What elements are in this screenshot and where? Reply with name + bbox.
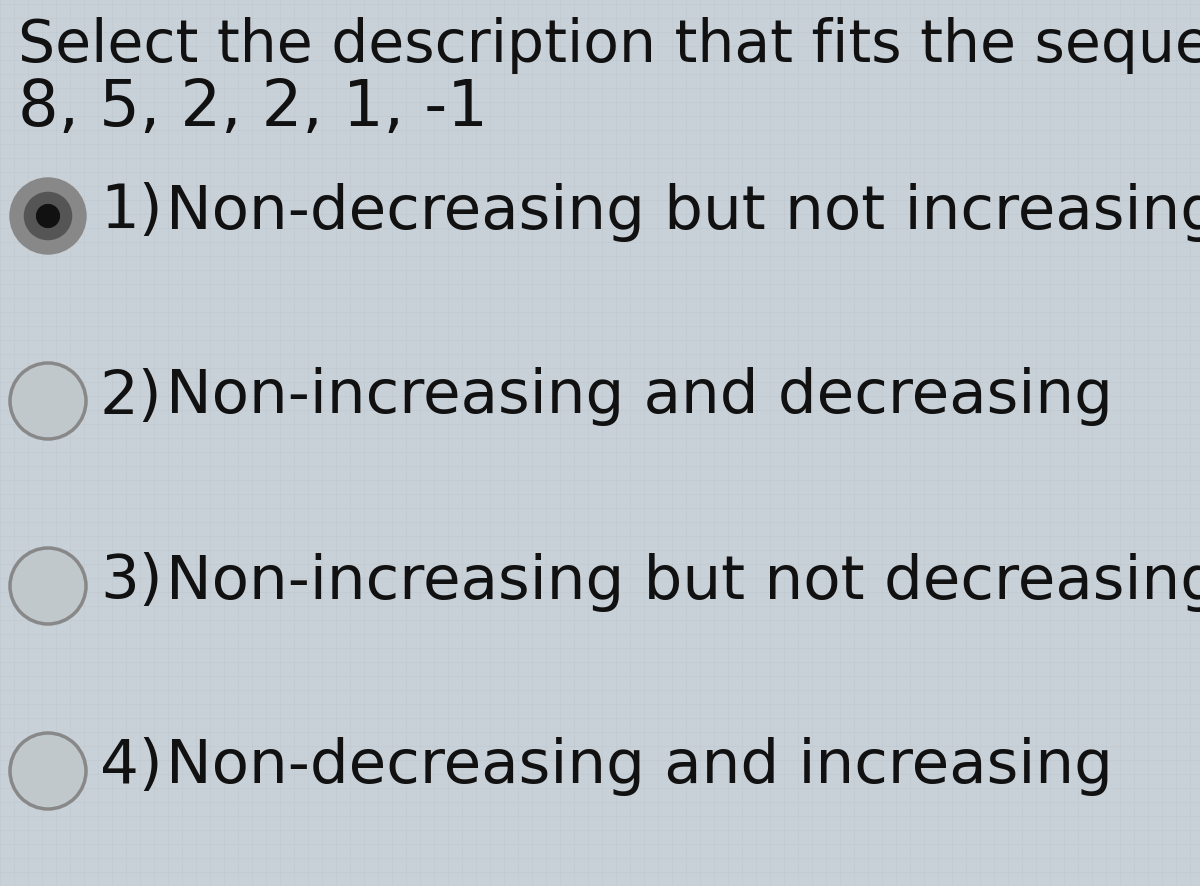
Text: 2): 2) <box>100 367 163 426</box>
Circle shape <box>10 179 86 254</box>
Text: 1): 1) <box>100 183 163 241</box>
Text: Non-increasing but not decreasing: Non-increasing but not decreasing <box>166 552 1200 610</box>
Text: Non-increasing and decreasing: Non-increasing and decreasing <box>166 367 1112 426</box>
Circle shape <box>10 548 86 625</box>
Text: 8, 5, 2, 2, 1, -1: 8, 5, 2, 2, 1, -1 <box>18 77 488 139</box>
Circle shape <box>10 363 86 439</box>
Circle shape <box>24 193 72 240</box>
Text: Non-decreasing and increasing: Non-decreasing and increasing <box>166 736 1112 796</box>
Text: Select the description that fits the sequence below:: Select the description that fits the seq… <box>18 17 1200 74</box>
Text: 3): 3) <box>100 552 163 610</box>
Text: 4): 4) <box>100 736 163 796</box>
Circle shape <box>10 734 86 809</box>
Text: Non-decreasing but not increasing: Non-decreasing but not increasing <box>166 183 1200 241</box>
Circle shape <box>37 206 60 228</box>
